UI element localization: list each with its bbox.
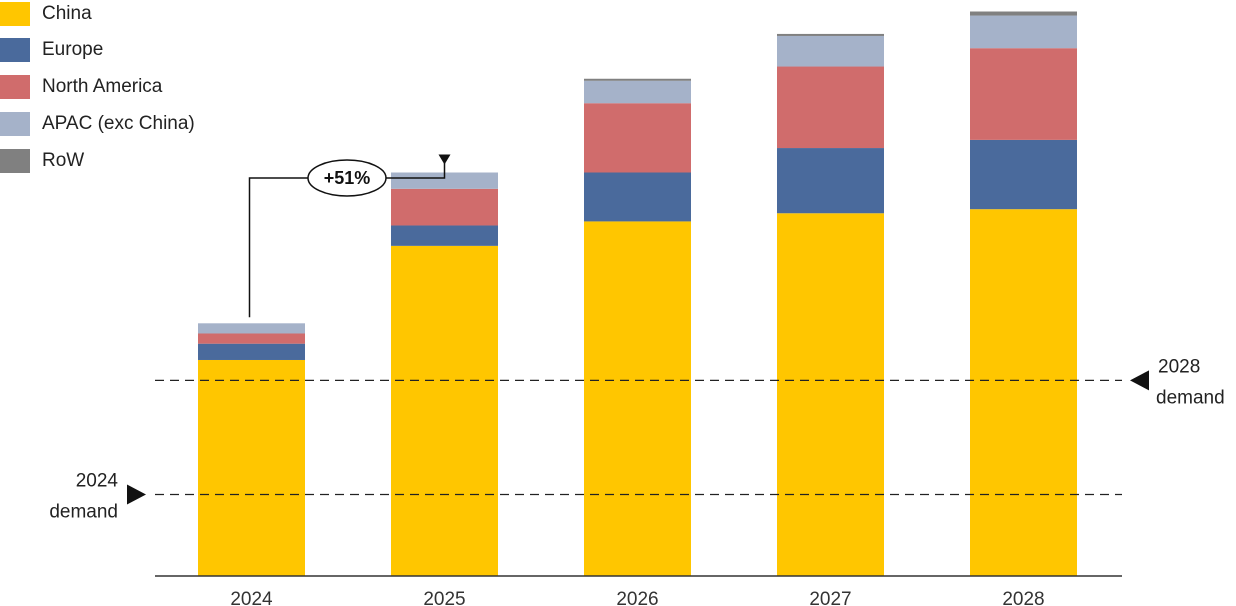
bar-2028-row — [970, 11, 1077, 16]
growth-badge — [307, 159, 387, 197]
reference-label-2028-word: demand — [1156, 387, 1225, 408]
x-tick-label-2027: 2027 — [809, 589, 851, 606]
bar-2024-china — [198, 359, 305, 576]
bar-2025-north-america — [391, 188, 498, 226]
reference-line-2028: 2028 demand — [155, 356, 1225, 408]
bar-2028-north-america — [970, 48, 1077, 140]
bar-2027-apac-exc-china — [777, 35, 884, 67]
legend-item-apac: APAC (exc China) — [0, 111, 195, 137]
bars-group — [198, 11, 1077, 576]
bar-2028-china — [970, 209, 1077, 576]
reference-label-2024-year: 2024 — [76, 470, 119, 491]
bar-2025-apac-exc-china — [391, 172, 498, 189]
bar-2024-apac-exc-china — [198, 323, 305, 334]
legend-label-row: RoW — [42, 150, 85, 171]
growth-badge-text: +51% — [324, 168, 371, 188]
reference-label-2028-year: 2028 — [1158, 356, 1200, 377]
legend-item-row: RoW — [0, 148, 84, 174]
reference-arrow-2024 — [127, 484, 146, 505]
legend-swatch-europe — [0, 38, 30, 62]
legend-label-apac: APAC (exc China) — [42, 113, 195, 134]
bar-2027-china — [777, 213, 884, 576]
x-tick-label-2026: 2026 — [616, 589, 658, 606]
bar-2025-china — [391, 245, 498, 576]
x-tick-label-2028: 2028 — [1002, 589, 1044, 606]
bar-2027-north-america — [777, 66, 884, 149]
legend-item-china: China — [0, 1, 92, 27]
reference-line-2024: 2024 demand — [49, 470, 1122, 522]
bar-2025-europe — [391, 225, 498, 246]
legend-label-china: China — [42, 3, 92, 24]
bar-2026-europe — [584, 172, 691, 222]
reference-label-2024-word: demand — [49, 501, 118, 522]
legend-item-north-america: North America — [0, 74, 162, 100]
legend-label-europe: Europe — [42, 39, 104, 60]
x-tick-labels: 2024 2025 2026 2027 2028 — [230, 589, 1044, 606]
bar-2026-apac-exc-china — [584, 80, 691, 104]
bar-2026-north-america — [584, 103, 691, 173]
growth-annotation: +51% — [248, 154, 451, 318]
bar-2027-europe — [777, 148, 884, 214]
bar-2028-apac-exc-china — [970, 15, 1077, 49]
bar-2026-row — [584, 78, 691, 81]
bar-2024-north-america — [198, 333, 305, 344]
x-tick-label-2024: 2024 — [230, 589, 273, 606]
bar-2027-row — [777, 33, 884, 36]
legend-label-north-america: North America — [42, 76, 163, 97]
legend-swatch-apac — [0, 112, 30, 136]
legend-swatch-north-america — [0, 75, 30, 99]
bar-2026-china — [584, 221, 691, 576]
reference-arrow-2028 — [1130, 370, 1149, 391]
bar-2024-europe — [198, 343, 305, 360]
legend-swatch-china — [0, 2, 30, 26]
legend-item-europe: Europe — [0, 37, 103, 63]
legend-swatch-row — [0, 149, 30, 173]
bar-2028-europe — [970, 139, 1077, 210]
growth-arrowhead — [438, 154, 451, 165]
x-tick-label-2025: 2025 — [423, 589, 465, 606]
